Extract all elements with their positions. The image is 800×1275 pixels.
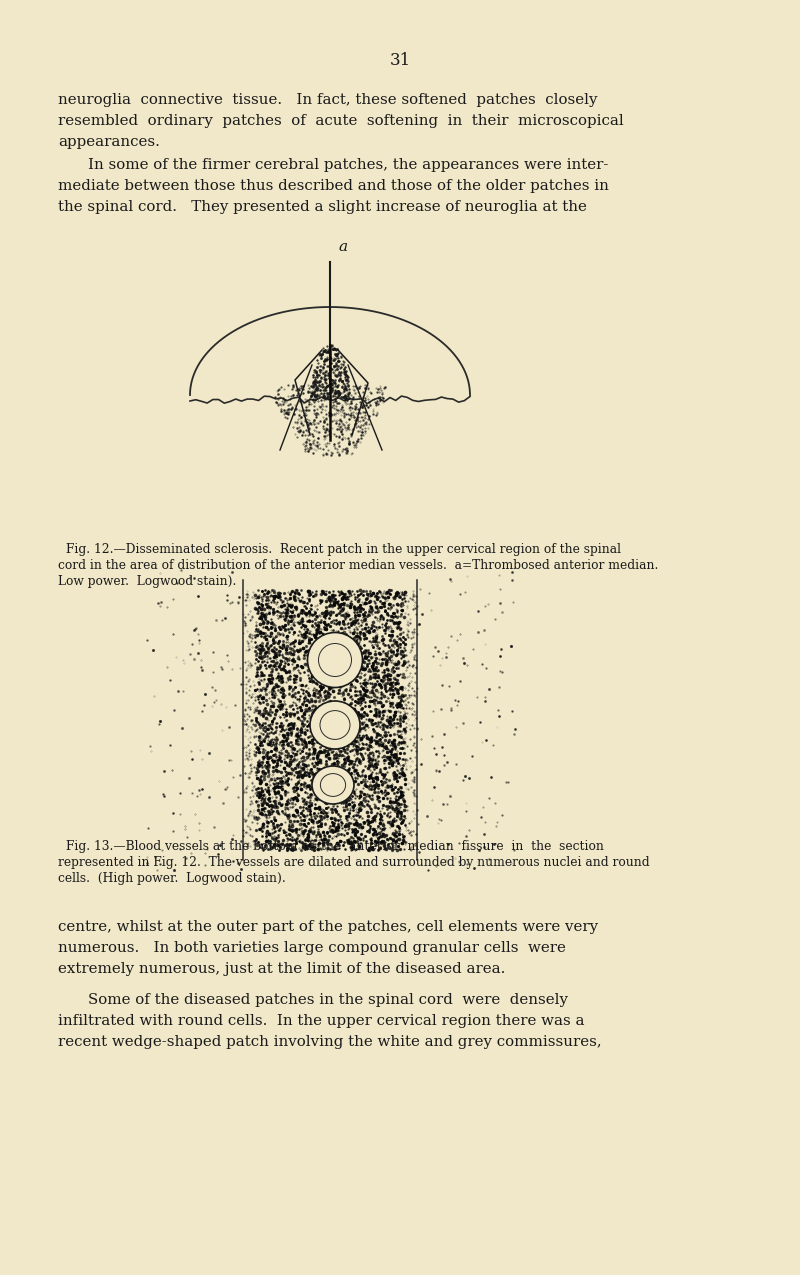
Text: Fig. 12.—Disseminated sclerosis.  Recent patch in the upper cervical region of t: Fig. 12.—Disseminated sclerosis. Recent … [66, 543, 621, 556]
Text: cord in the area of distribution of the anterior median vessels.  a=Thrombosed a: cord in the area of distribution of the … [58, 558, 658, 572]
Text: centre, whilst at the outer part of the patches, cell elements were very: centre, whilst at the outer part of the … [58, 921, 598, 935]
Text: infiltrated with round cells.  In the upper cervical region there was a: infiltrated with round cells. In the upp… [58, 1014, 585, 1028]
Text: mediate between those thus described and those of the older patches in: mediate between those thus described and… [58, 179, 609, 193]
Text: Low power.  Logwood stain).: Low power. Logwood stain). [58, 575, 236, 588]
Ellipse shape [312, 766, 354, 805]
Ellipse shape [307, 632, 362, 687]
Text: the spinal cord.   They presented a slight increase of neuroglia at the: the spinal cord. They presented a slight… [58, 200, 587, 214]
Text: represented in Fig. 12.  The vessels are dilated and surrounded by numerous nucl: represented in Fig. 12. The vessels are … [58, 856, 650, 870]
Text: Some of the diseased patches in the spinal cord  were  densely: Some of the diseased patches in the spin… [88, 993, 568, 1007]
Text: 31: 31 [390, 52, 410, 69]
Text: extremely numerous, just at the limit of the diseased area.: extremely numerous, just at the limit of… [58, 963, 506, 975]
Text: cells.  (High power.  Logwood stain).: cells. (High power. Logwood stain). [58, 872, 286, 885]
Text: recent wedge-shaped patch involving the white and grey commissures,: recent wedge-shaped patch involving the … [58, 1035, 602, 1049]
Text: In some of the firmer cerebral patches, the appearances were inter-: In some of the firmer cerebral patches, … [88, 158, 608, 172]
Text: resembled  ordinary  patches  of  acute  softening  in  their  microscopical: resembled ordinary patches of acute soft… [58, 113, 624, 128]
Text: appearances.: appearances. [58, 135, 160, 149]
Ellipse shape [310, 701, 360, 748]
Text: a: a [338, 240, 347, 254]
Text: neuroglia  connective  tissue.   In fact, these softened  patches  closely: neuroglia connective tissue. In fact, th… [58, 93, 598, 107]
Text: Fig. 13.—Blood vessels at the bottom of  the  anterior  median  fissure  in  the: Fig. 13.—Blood vessels at the bottom of … [66, 840, 604, 853]
Text: numerous.   In both varieties large compound granular cells  were: numerous. In both varieties large compou… [58, 941, 566, 955]
